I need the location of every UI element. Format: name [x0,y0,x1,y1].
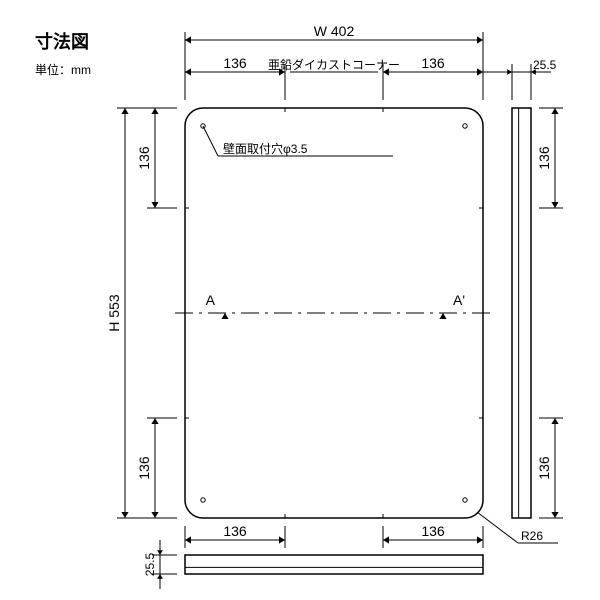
section-label-aprime: A' [453,292,465,308]
section-label-a: A [206,292,216,308]
bottom-profile [185,555,483,574]
page-title: 寸法図 [35,31,89,52]
dimension-drawing: 寸法図単位：mm A A' W 402 136 136 亜鉛ダイカストコーナー 25.5 H 5… [0,0,600,600]
unit-label: 単位：mm [35,62,91,77]
svg-text:136: 136 [223,523,247,539]
svg-text:136: 136 [536,146,552,170]
dim-25-bottom: 25.5 [143,552,157,576]
svg-text:136: 136 [136,146,152,170]
svg-text:136: 136 [136,456,152,480]
svg-text:136: 136 [223,55,247,71]
dim-25-side: 25.5 [533,58,557,72]
radius-annotation: R26 [521,529,543,543]
corner-annotation: 亜鉛ダイカストコーナー [268,57,400,72]
svg-text:H 553: H 553 [106,294,122,332]
svg-text:136: 136 [421,523,445,539]
svg-text:W 402: W 402 [314,23,355,39]
svg-text:136: 136 [536,456,552,480]
side-profile [512,108,531,518]
svg-text:136: 136 [421,55,445,71]
mounting-hole-annotation: 壁面取付穴φ3.5 [223,141,308,156]
